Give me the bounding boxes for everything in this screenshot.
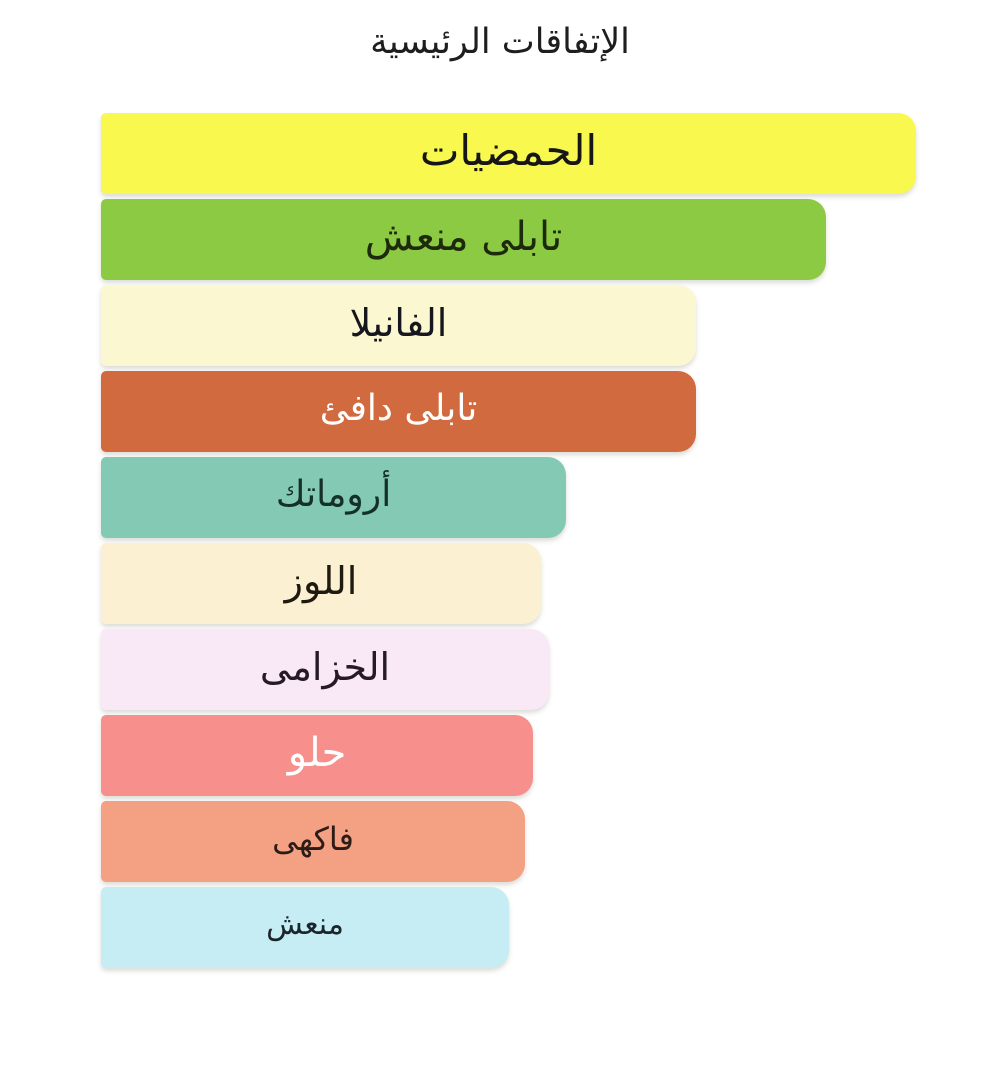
accord-label-fresh: منعش	[266, 906, 344, 942]
accord-bar-citrus: الحمضيات	[101, 113, 916, 194]
accord-label-fresh-spicy: تابلى منعش	[364, 213, 563, 260]
accord-label-aromatic: أروماتك	[275, 473, 392, 515]
accord-bar-fruity: فاكهى	[101, 801, 525, 882]
accord-bar-almond: اللوز	[101, 543, 541, 624]
accord-label-vanilla: الفانيلا	[349, 300, 448, 345]
accord-label-lavender: الخزامى	[259, 644, 391, 689]
accord-label-warm-spicy: تابلى دافئ	[319, 387, 478, 429]
accord-bar-fresh: منعش	[101, 887, 509, 968]
accord-label-fruity: فاكهى	[272, 819, 354, 858]
chart-title: الإتفاقات الرئيسية	[370, 22, 630, 62]
accord-bar-vanilla: الفانيلا	[101, 285, 696, 366]
accord-label-almond: اللوز	[284, 558, 358, 603]
accord-bar-aromatic: أروماتك	[101, 457, 566, 538]
accord-bar-fresh-spicy: تابلى منعش	[101, 199, 826, 280]
accord-bar-sweet: حلو	[101, 715, 533, 796]
accord-bars: الحمضيات تابلى منعش الفانيلا تابلى دافئ أروم…	[101, 113, 916, 968]
accord-bar-warm-spicy: تابلى دافئ	[101, 371, 696, 452]
accord-label-citrus: الحمضيات	[419, 125, 598, 175]
accord-label-sweet: حلو	[287, 729, 347, 776]
accord-bar-lavender: الخزامى	[101, 629, 549, 710]
